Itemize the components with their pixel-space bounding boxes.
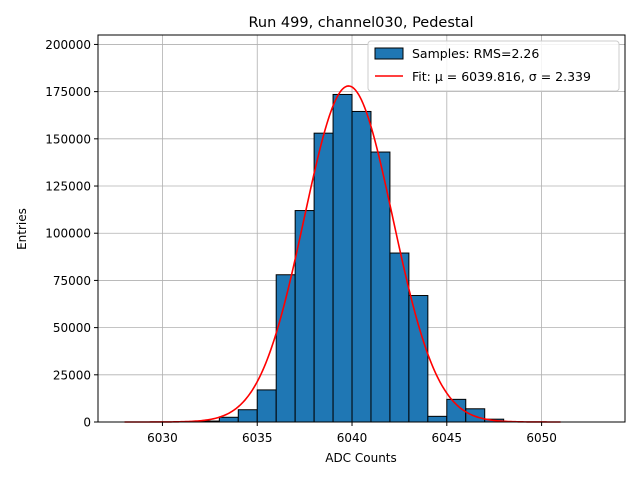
fit-curve-layer	[124, 85, 561, 423]
y-tick-label: 100000	[45, 227, 91, 241]
axes	[94, 34, 626, 426]
chart-title: Run 499, channel030, Pedestal	[248, 15, 473, 31]
histogram-bar	[237, 409, 258, 423]
histogram-bars	[199, 93, 505, 423]
x-tick-label: 6030	[147, 431, 178, 445]
y-tick-label: 75000	[53, 274, 91, 288]
y-tick-label: 25000	[53, 368, 91, 382]
y-tick-label: 50000	[53, 321, 91, 335]
tick-labels: 6030 6035 6040 6045 6050 0 25000 50000 75000 1000…	[45, 38, 557, 445]
histogram-bar	[294, 210, 315, 423]
y-axis-label: Entries	[15, 208, 29, 250]
y-tick-label: 125000	[45, 180, 91, 194]
histogram-bar	[351, 110, 372, 423]
y-tick-label: 175000	[45, 85, 91, 99]
histogram-bar	[427, 415, 448, 423]
histogram-bar	[256, 389, 277, 423]
legend: Samples: RMS=2.26 Fit: μ = 6039.816, σ =…	[367, 40, 620, 92]
histogram-bar	[332, 93, 353, 423]
fit-curve	[124, 85, 561, 423]
x-tick-label: 6040	[337, 431, 368, 445]
legend-fit-label: Fit: μ = 6039.816, σ = 2.339	[412, 69, 591, 84]
histogram-bar	[408, 295, 429, 423]
x-tick-label: 6035	[242, 431, 273, 445]
x-tick-label: 6050	[526, 431, 557, 445]
y-tick-label: 200000	[45, 38, 91, 52]
legend-histogram-swatch	[374, 47, 404, 60]
histogram-bar	[218, 416, 239, 423]
plot-frame	[97, 34, 626, 423]
x-axis-label: ADC Counts	[325, 451, 397, 465]
legend-histogram-label: Samples: RMS=2.26	[412, 46, 539, 61]
histogram-bar	[313, 132, 334, 423]
y-tick-label: 0	[83, 416, 91, 430]
x-tick-label: 6045	[432, 431, 463, 445]
y-tick-label: 150000	[45, 132, 91, 146]
histogram-bar	[465, 408, 486, 423]
legend-box	[367, 40, 620, 92]
